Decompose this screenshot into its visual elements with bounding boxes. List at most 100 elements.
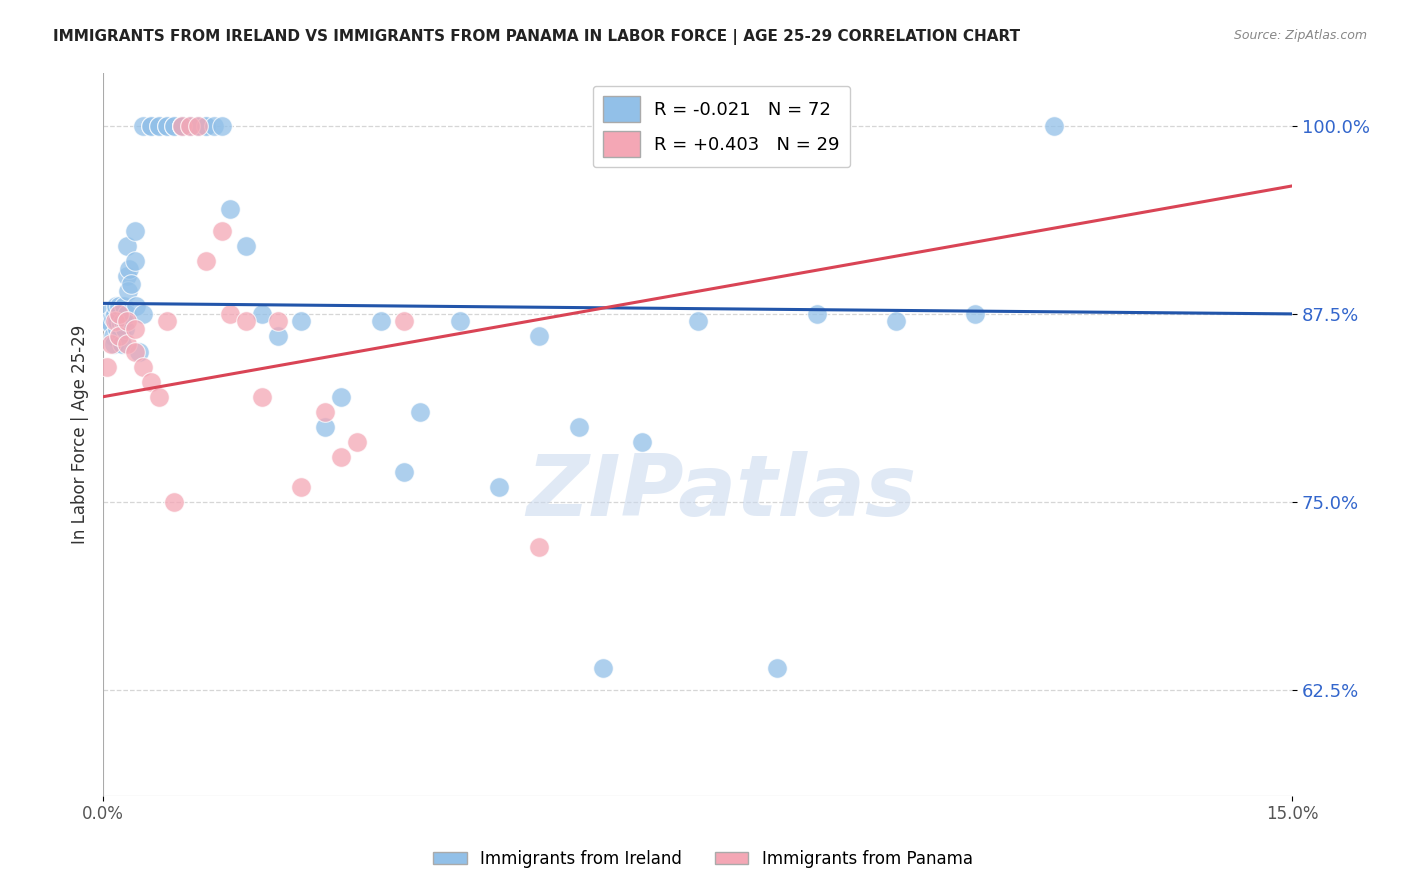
Point	[195, 119, 218, 133]
Point	[211, 224, 233, 238]
Point	[346, 434, 368, 449]
Point	[290, 314, 312, 328]
Point	[163, 119, 186, 133]
Point	[128, 344, 150, 359]
Point	[111, 314, 134, 328]
Point	[686, 314, 709, 328]
Point	[266, 329, 288, 343]
Point	[115, 307, 138, 321]
Point	[115, 269, 138, 284]
Point	[103, 337, 125, 351]
Point	[527, 541, 550, 555]
Point	[132, 359, 155, 374]
Point	[96, 307, 118, 321]
Point	[104, 307, 127, 321]
Point	[155, 314, 177, 328]
Point	[105, 322, 128, 336]
Point	[314, 405, 336, 419]
Point	[329, 450, 352, 464]
Point	[172, 119, 194, 133]
Point	[965, 307, 987, 321]
Point	[527, 329, 550, 343]
Point	[187, 119, 209, 133]
Point	[884, 314, 907, 328]
Point	[108, 307, 131, 321]
Point	[329, 390, 352, 404]
Point	[112, 299, 135, 313]
Point	[124, 344, 146, 359]
Point	[172, 119, 194, 133]
Point	[108, 299, 131, 313]
Text: Source: ZipAtlas.com: Source: ZipAtlas.com	[1233, 29, 1367, 43]
Point	[195, 119, 218, 133]
Point	[195, 254, 218, 268]
Point	[766, 661, 789, 675]
Point	[592, 661, 614, 675]
Legend: R = -0.021   N = 72, R = +0.403   N = 29: R = -0.021 N = 72, R = +0.403 N = 29	[592, 86, 851, 168]
Point	[148, 390, 170, 404]
Point	[235, 314, 257, 328]
Point	[104, 299, 127, 313]
Point	[110, 318, 132, 332]
Point	[250, 390, 273, 404]
Point	[139, 375, 162, 389]
Text: IMMIGRANTS FROM IRELAND VS IMMIGRANTS FROM PANAMA IN LABOR FORCE | AGE 25-29 COR: IMMIGRANTS FROM IRELAND VS IMMIGRANTS FR…	[53, 29, 1021, 45]
Point	[163, 119, 186, 133]
Point	[111, 337, 134, 351]
Point	[187, 119, 209, 133]
Point	[101, 311, 124, 326]
Point	[155, 119, 177, 133]
Point	[105, 314, 128, 328]
Point	[110, 326, 132, 341]
Point	[266, 314, 288, 328]
Point	[118, 261, 141, 276]
Point	[172, 119, 194, 133]
Point	[148, 119, 170, 133]
Point	[314, 420, 336, 434]
Point	[1043, 119, 1066, 133]
Point	[202, 119, 225, 133]
Point	[219, 202, 242, 216]
Point	[115, 314, 138, 328]
Point	[124, 322, 146, 336]
Point	[114, 322, 136, 336]
Point	[211, 119, 233, 133]
Point	[250, 307, 273, 321]
Point	[96, 359, 118, 374]
Point	[409, 405, 432, 419]
Point	[179, 119, 201, 133]
Point	[139, 119, 162, 133]
Point	[179, 119, 201, 133]
Point	[806, 307, 828, 321]
Point	[370, 314, 392, 328]
Point	[163, 495, 186, 509]
Point	[115, 337, 138, 351]
Point	[219, 307, 242, 321]
Point	[108, 329, 131, 343]
Point	[132, 119, 155, 133]
Legend: Immigrants from Ireland, Immigrants from Panama: Immigrants from Ireland, Immigrants from…	[426, 844, 980, 875]
Y-axis label: In Labor Force | Age 25-29: In Labor Force | Age 25-29	[72, 325, 89, 544]
Point	[108, 329, 131, 343]
Point	[394, 465, 416, 479]
Point	[120, 277, 142, 291]
Point	[568, 420, 591, 434]
Point	[187, 119, 209, 133]
Point	[124, 224, 146, 238]
Point	[117, 285, 139, 299]
Point	[449, 314, 471, 328]
Point	[115, 239, 138, 253]
Point	[290, 480, 312, 494]
Point	[631, 434, 654, 449]
Point	[100, 318, 122, 332]
Point	[235, 239, 257, 253]
Point	[179, 119, 201, 133]
Point	[125, 299, 148, 313]
Point	[488, 480, 510, 494]
Text: ZIPatlas: ZIPatlas	[526, 450, 917, 533]
Point	[104, 314, 127, 328]
Point	[108, 307, 131, 321]
Point	[103, 329, 125, 343]
Point	[148, 119, 170, 133]
Point	[394, 314, 416, 328]
